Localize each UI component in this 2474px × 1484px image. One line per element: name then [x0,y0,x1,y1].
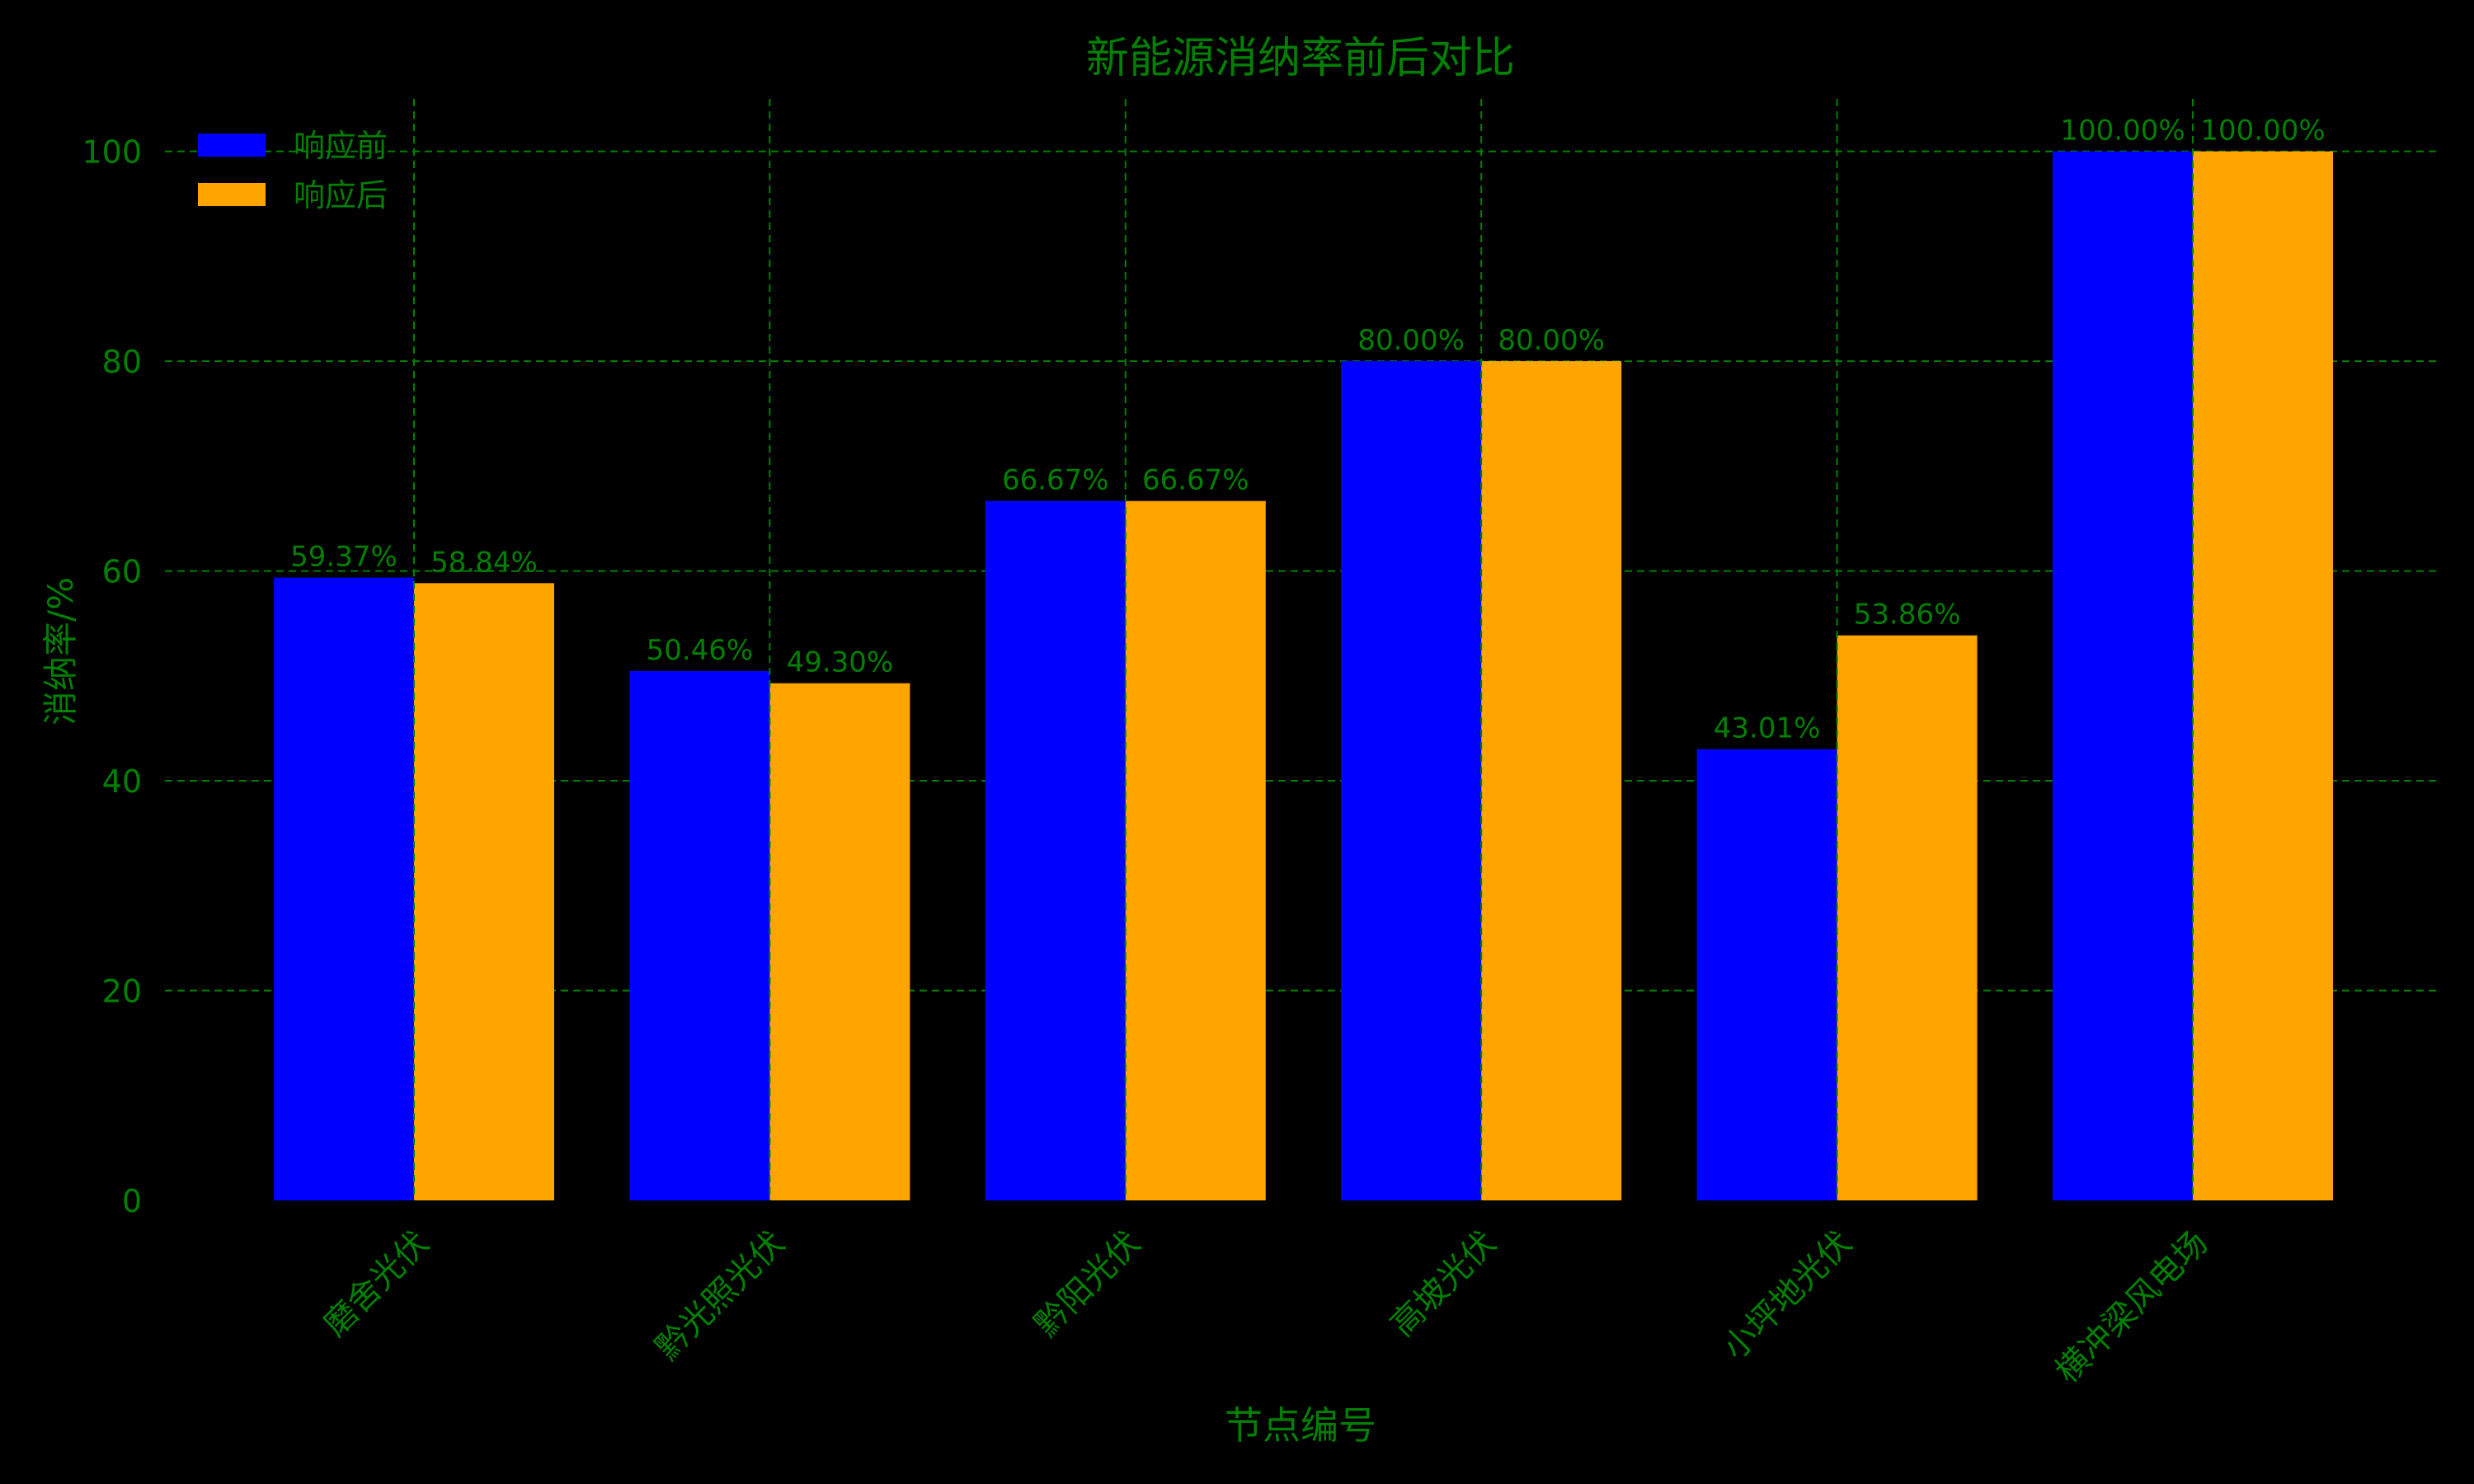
data-label-after: 100.00% [2200,115,2325,148]
legend-swatch-after [198,183,266,206]
data-label-after: 49.30% [787,646,894,679]
y-tick-label: 0 [122,1183,142,1219]
bar-after [1125,500,1266,1200]
y-tick-label: 60 [102,554,142,590]
y-axis-label: 消纳率/% [40,577,81,726]
x-tick-label: 高坡光伏 [1384,1224,1504,1345]
y-tick-label: 100 [82,134,142,171]
bar-after [1837,635,1978,1200]
data-label-after: 58.84% [430,546,538,579]
bar-before [2053,151,2193,1201]
y-tick-label: 20 [102,974,142,1010]
legend: 响应前 响应后 [198,128,388,214]
data-label-before: 43.01% [1714,712,1821,745]
data-label-before: 100.00% [2060,115,2185,148]
x-axis-ticks: 磨舍光伏 黔光照光伏 黔阳光伏 高坡光伏 小坪地光伏 横冲梁风电场 [316,1224,2215,1391]
legend-label-before: 响应前 [294,128,388,164]
bars-layer [274,151,2333,1201]
data-label-before: 80.00% [1357,324,1465,357]
x-tick-label: 黔阳光伏 [1028,1224,1148,1345]
x-tick-label: 横冲梁风电场 [2048,1224,2215,1391]
data-label-before: 66.67% [1002,464,1109,497]
bar-before [1696,749,1837,1200]
data-label-after: 53.86% [1854,599,1961,632]
x-axis-label: 节点编号 [1225,1403,1376,1448]
data-labels-layer: 59.37% 58.84% 50.46% 49.30% 66.67% 66.67% 80.0… [290,115,2325,745]
bar-after [2193,151,2333,1201]
data-label-after: 80.00% [1498,324,1605,357]
data-label-before: 59.37% [290,541,397,574]
y-tick-label: 40 [102,763,142,800]
bar-before [274,577,414,1200]
bar-before [629,670,770,1200]
y-axis-ticks: 0 20 40 60 80 100 [82,134,142,1219]
x-tick-label: 磨舍光伏 [316,1224,436,1345]
bar-before [985,500,1126,1200]
chart-title: 新能源消纳率前后对比 [1086,34,1515,83]
bar-before [1341,361,1482,1201]
bar-after [769,683,910,1200]
legend-swatch-before [198,134,266,157]
y-tick-label: 80 [102,344,142,380]
bar-after [414,583,554,1200]
x-tick-label: 小坪地光伏 [1716,1224,1860,1368]
data-label-after: 66.67% [1142,464,1249,497]
bar-after [1481,361,1622,1201]
legend-label-after: 响应后 [294,177,388,214]
data-label-before: 50.46% [647,634,754,667]
vertical-grid-layer [413,99,2194,1200]
x-tick-label: 黔光照光伏 [649,1224,793,1368]
